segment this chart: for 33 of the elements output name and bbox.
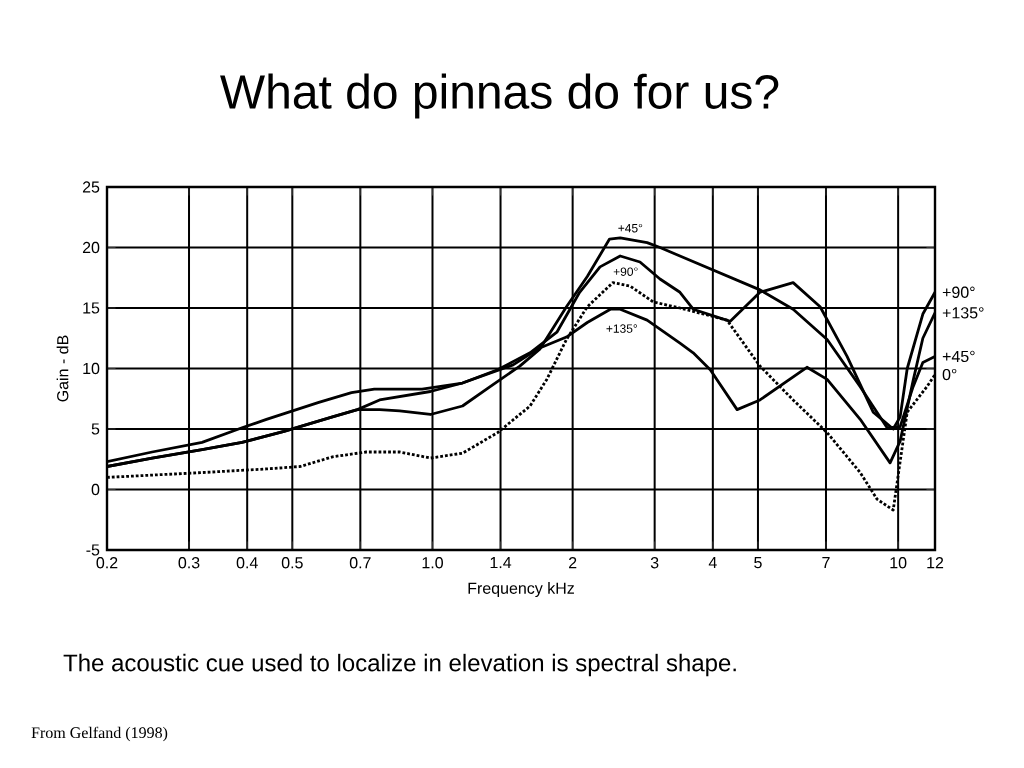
series-label: +45° <box>942 350 975 363</box>
x-tick-label: 0.2 <box>96 557 118 569</box>
x-tick-label: 0.5 <box>281 557 303 569</box>
annotation: +90° <box>613 267 638 276</box>
x-tick-label: 7 <box>822 557 830 569</box>
x-tick-label: 10 <box>890 557 907 569</box>
text: From Gelfand (1998) <box>31 726 168 742</box>
y-tick-label: -5 <box>86 544 100 556</box>
x-tick-label: 0.3 <box>178 557 200 569</box>
annotation: +45° <box>618 223 643 233</box>
x-tick-label: 4 <box>708 557 717 569</box>
y-axis-title: Gain - dB <box>56 335 69 402</box>
annotation: +135° <box>606 324 637 333</box>
x-tick-label: 1.0 <box>422 557 443 569</box>
y-tick-label: 0 <box>91 483 100 496</box>
x-tick-label: 3 <box>650 557 659 569</box>
x-tick-label: 12 <box>927 557 944 569</box>
y-tick-label: 10 <box>83 362 100 375</box>
x-tick-label: 2 <box>569 557 577 569</box>
y-tick-label: 20 <box>82 241 100 254</box>
x-tick-label: 0.7 <box>349 557 371 569</box>
y-tick-label: 25 <box>82 181 100 193</box>
y-tick-label: 5 <box>91 423 100 435</box>
series-label: +90° <box>942 286 975 298</box>
x-axis-title: Frequency kHz <box>468 582 574 598</box>
x-tick-label: 5 <box>754 557 762 569</box>
text: The acoustic cue used to localize in elevation is spectral shape. <box>63 653 736 677</box>
y-tick-label: 15 <box>83 302 100 314</box>
x-tick-label: 0.4 <box>236 557 258 569</box>
chart-title: What do pinnas do for us? <box>220 73 779 119</box>
series-label: 0° <box>942 368 957 381</box>
series-label: +135° <box>942 307 984 319</box>
x-tick-label: 1.4 <box>490 557 512 569</box>
